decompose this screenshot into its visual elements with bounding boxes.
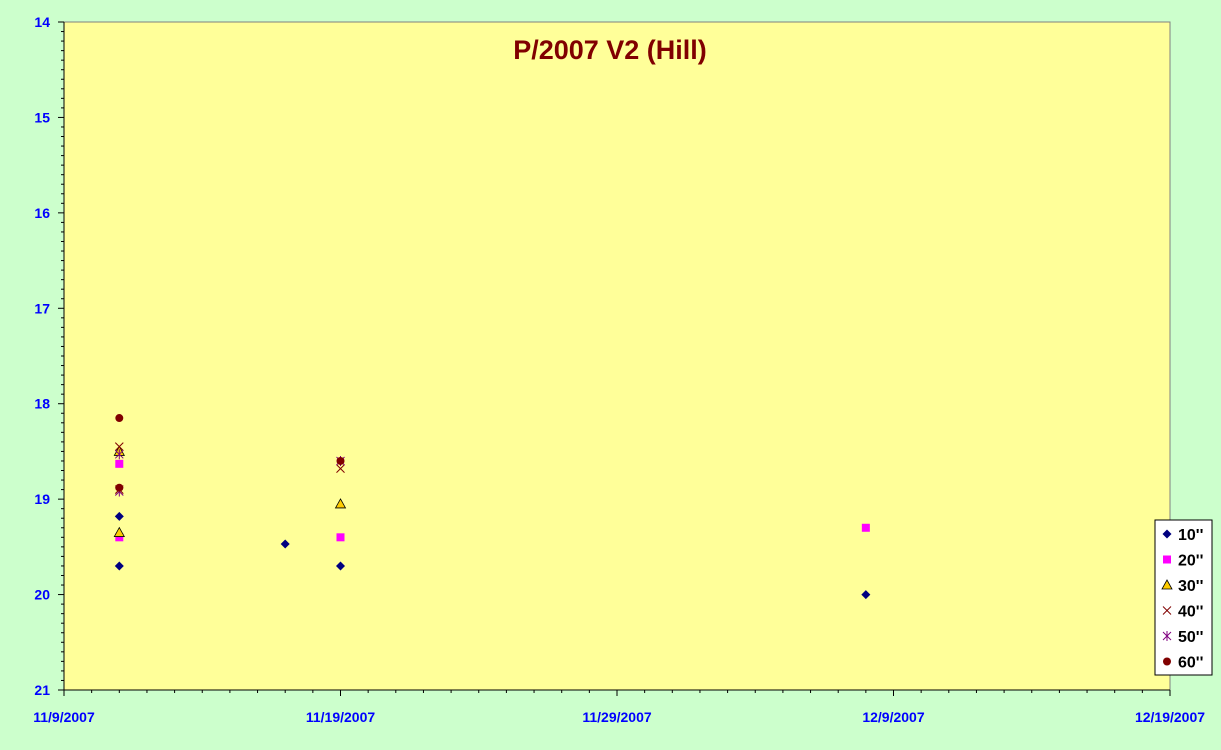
data-point-series-1 [861, 590, 871, 600]
legend-label-1: 10'' [1178, 527, 1203, 544]
legend-marker-4 [1162, 606, 1172, 615]
data-point-series-1 [114, 561, 124, 571]
data-point-series-2 [115, 459, 124, 468]
y-tick-label: 21 [34, 682, 50, 698]
x-axis: 11/9/2007 11/19/2007 11/29/2007 12/9/2007 12… [33, 689, 1205, 725]
data-point-series-6 [336, 456, 345, 465]
legend-marker-1 [1162, 529, 1172, 539]
chart-title: P/2007 V2 (Hill) [513, 35, 707, 65]
legend-box [1154, 519, 1213, 676]
data-point-series-3 [113, 526, 125, 537]
data-point-series-2 [861, 523, 870, 532]
x-tick-label: 11/29/2007 [582, 709, 652, 725]
legend-marker-2 [1163, 555, 1171, 564]
x-tick-label: 12/19/2007 [1135, 709, 1205, 725]
legend-marker-5 [1162, 631, 1172, 641]
data-point-series-1 [114, 511, 124, 521]
legend-label-6: 60'' [1178, 655, 1203, 672]
x-tick-label: 11/9/2007 [33, 709, 95, 725]
y-tick-label: 14 [34, 14, 50, 30]
y-tick-label: 17 [34, 300, 50, 316]
data-point-series-3 [334, 498, 347, 509]
legend-label-3: 30'' [1178, 578, 1203, 595]
data-point-series-2 [115, 533, 124, 542]
y-tick-label: 16 [34, 205, 50, 221]
data-point-series-6 [115, 414, 124, 423]
legend-marker-3 [1161, 579, 1173, 590]
data-point-series-6 [115, 483, 124, 492]
legend: 10'' 20'' 30'' 40'' 50'' 60'' [1154, 519, 1213, 676]
y-tick-label: 20 [34, 587, 50, 603]
y-axis: 14 15 16 17 18 19 20 21 [34, 14, 65, 698]
x-tick-label: 11/19/2007 [306, 709, 376, 725]
y-tick-label: 15 [34, 109, 50, 125]
legend-label-2: 20'' [1178, 553, 1203, 570]
data-point-series-1 [336, 561, 345, 571]
x-tick-label: 12/9/2007 [862, 709, 924, 725]
data-point-series-1 [280, 539, 290, 549]
data-points [113, 414, 871, 600]
y-tick-label: 19 [34, 491, 50, 507]
legend-label-5: 50'' [1178, 629, 1203, 646]
legend-marker-6 [1163, 657, 1171, 666]
data-point-series-4 [114, 442, 124, 452]
data-point-series-5 [114, 449, 124, 460]
data-point-series-4 [336, 464, 345, 473]
data-point-series-2 [336, 533, 345, 542]
y-tick-label: 18 [34, 396, 50, 412]
legend-label-4: 40'' [1178, 604, 1203, 621]
plot-area [63, 21, 1171, 691]
